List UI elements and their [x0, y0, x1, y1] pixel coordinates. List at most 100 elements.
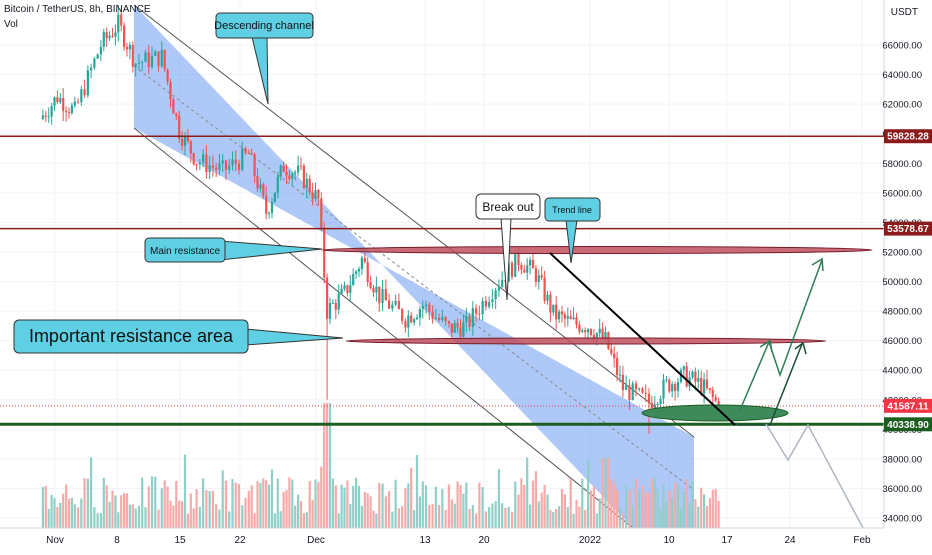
candle-body: [369, 281, 372, 289]
projection-arrows[interactable]: [737, 257, 864, 529]
candle-body: [501, 279, 504, 287]
volume-bar: [205, 490, 208, 528]
volume-bar: [294, 505, 297, 528]
volume-bar: [625, 486, 628, 528]
support-zone[interactable]: [641, 404, 789, 422]
time-axis[interactable]: Nov 8 15 22 Dec 13 20 2022 10 17 24 Feb: [0, 527, 884, 546]
volume-bar: [468, 508, 471, 528]
candle-body: [604, 332, 607, 339]
candle-body: [291, 173, 294, 179]
volume-bar: [462, 493, 465, 528]
candle-body: [631, 383, 634, 400]
volume-bar: [668, 490, 671, 528]
descending-channel-callout[interactable]: Descending channel: [214, 12, 314, 105]
volume-bar: [41, 487, 44, 528]
arrow-head-dark: [794, 341, 807, 355]
candle-body: [481, 300, 484, 315]
current-price-tag: [884, 398, 932, 413]
volume-bar: [302, 513, 305, 528]
plot-area[interactable]: [0, 0, 884, 528]
volume-bar: [67, 498, 71, 528]
descending-channel-label: Descending channel: [214, 20, 314, 32]
candle-body: [247, 152, 250, 154]
candle-body: [685, 366, 688, 387]
candle-body: [497, 286, 501, 291]
important-resistance-callout[interactable]: Important resistance area: [13, 319, 344, 354]
projection-path-grey: [765, 423, 864, 529]
price-tick-label: 44000.00: [882, 366, 922, 377]
main-resistance-zone[interactable]: [321, 246, 873, 254]
candle-body: [478, 313, 481, 315]
candle-body: [215, 167, 218, 170]
candle-body: [202, 154, 205, 163]
price-axis[interactable]: 66000.0064000.0062000.0060000.0058000.00…: [882, 0, 922, 528]
candle-body: [294, 172, 297, 174]
channel-lower-line[interactable]: [133, 127, 634, 529]
candle-body: [253, 154, 256, 176]
volume-bar: [352, 485, 355, 528]
channel-upper-line[interactable]: [133, 4, 695, 438]
important-resistance-zone[interactable]: [345, 337, 827, 345]
volume-bar: [288, 477, 291, 528]
trend-line-callout[interactable]: Trend line: [544, 197, 601, 264]
candle-body: [665, 379, 668, 381]
volume-bar: [186, 513, 189, 528]
candle-body: [595, 333, 598, 340]
volume-bar: [549, 509, 552, 528]
volume-bar: [418, 496, 421, 528]
candle-body: [441, 317, 444, 321]
volume-bar: [598, 498, 601, 528]
descending-channel[interactable]: [134, 5, 694, 528]
volume-bar: [231, 478, 234, 528]
candle-body: [189, 141, 192, 154]
volume-bar: [647, 493, 651, 528]
volume-bar: [703, 494, 706, 528]
volume-bar: [317, 481, 320, 528]
volume-bar: [234, 482, 237, 528]
candle-body: [644, 392, 647, 394]
candle-body: [510, 262, 514, 277]
candle-body: [183, 135, 187, 146]
volume-bar: [534, 471, 537, 528]
volume-bar: [697, 506, 700, 528]
volume-bar: [501, 503, 504, 528]
volume-bar: [244, 497, 247, 528]
candle-body: [128, 45, 131, 50]
candle-body: [228, 165, 231, 170]
volume-bar: [569, 478, 572, 528]
break-out-callout[interactable]: Break out: [475, 193, 541, 301]
candle-body: [154, 51, 157, 56]
volume-label: Vol: [4, 19, 18, 30]
candle-body: [288, 175, 291, 179]
volume-bar: [360, 505, 363, 528]
volume-bar: [601, 458, 604, 528]
volume-bar: [99, 513, 102, 528]
volume-bar: [676, 484, 680, 528]
trend-line[interactable]: [549, 252, 736, 426]
candle-body: [178, 115, 181, 139]
candle-body: [444, 317, 447, 322]
candle-body: [59, 97, 62, 103]
main-resistance-callout[interactable]: Main resistance: [144, 237, 323, 263]
volume-bar: [237, 484, 241, 528]
volume-bar: [178, 500, 181, 528]
volume-bar: [53, 498, 56, 528]
volume-bar: [507, 506, 510, 528]
candle-body: [575, 317, 578, 325]
candle-body: [282, 165, 285, 172]
candle-body: [120, 14, 123, 26]
horizontal-levels[interactable]: [0, 135, 884, 426]
candle-body: [534, 268, 537, 282]
candle-body: [181, 138, 184, 146]
candle-body: [391, 304, 394, 309]
price-tag-label: 53578.67: [887, 224, 929, 235]
volume-bar: [424, 485, 428, 528]
candle-body: [601, 328, 604, 339]
candle-body: [62, 97, 65, 111]
price-tag-resistance-53578: [884, 221, 932, 236]
candle-body: [105, 32, 108, 39]
volume-bar: [595, 513, 598, 528]
volume-bar: [137, 505, 141, 528]
